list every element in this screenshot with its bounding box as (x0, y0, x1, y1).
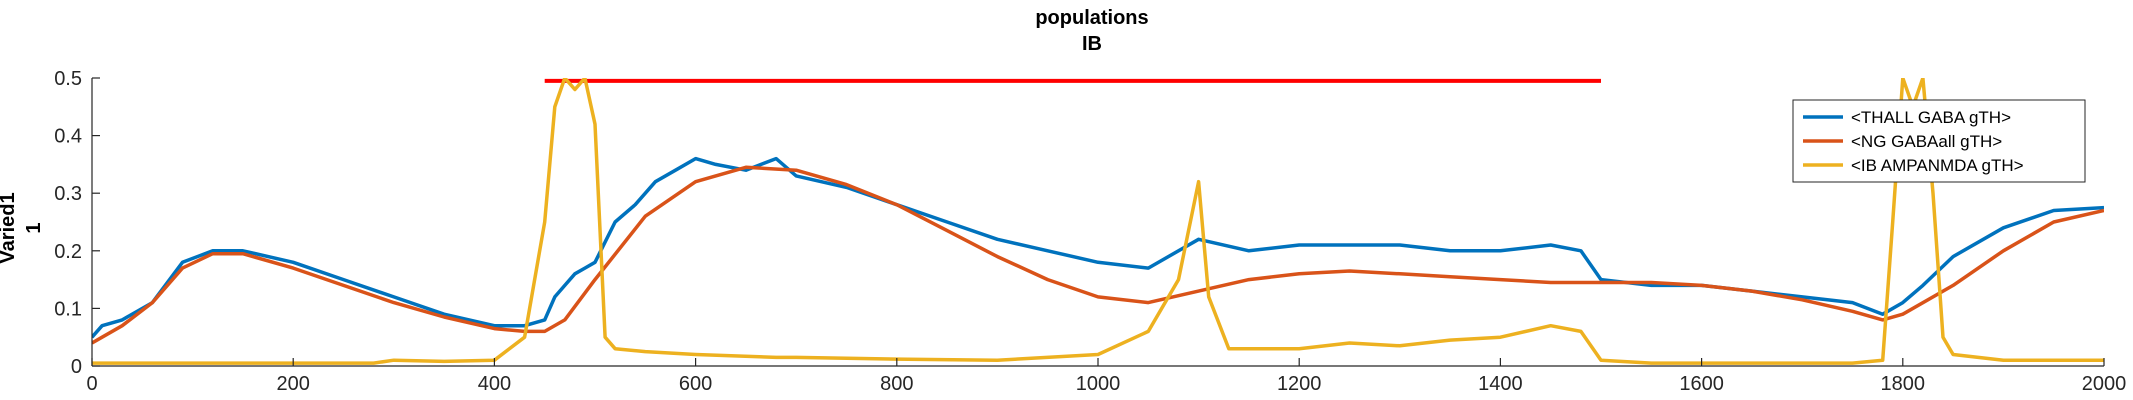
x-tick-label: 0 (86, 373, 97, 395)
y-tick-label: 0.3 (54, 183, 82, 205)
y-tick-label: 0.4 (54, 126, 82, 148)
plot-area: 0 200 400 600 800 1000 1200 1400 1600 1800 2000 0 0.… (54, 68, 2126, 395)
x-tick-label: 200 (277, 373, 310, 395)
series-line-3 (92, 78, 2104, 365)
series-group (92, 78, 2104, 365)
chart-subtitle: IB (1082, 33, 1102, 55)
x-tick-label: 2000 (2082, 373, 2127, 395)
y-axis-label-group: Varied1 1 (0, 192, 45, 263)
legend-label-2: <NG GABAall gTH> (1851, 132, 2002, 151)
y-tick-label: 0.5 (54, 68, 82, 90)
legend-label-1: <THALL GABA gTH> (1851, 108, 2011, 127)
x-tick-label: 1400 (1478, 373, 1523, 395)
y-tick-label: 0 (71, 356, 82, 378)
y-axis-label: Varied1 (0, 192, 19, 263)
x-tick-label: 600 (679, 373, 712, 395)
x-tick-label: 800 (880, 373, 913, 395)
x-tick-label: 1000 (1076, 373, 1121, 395)
y-tick-label: 0.2 (54, 241, 82, 263)
legend-label-3: <IB AMPANMDA gTH> (1851, 156, 2024, 175)
x-tick-label: 1600 (1679, 373, 1724, 395)
y-tick-label: 0.1 (54, 298, 82, 320)
x-tick-label: 1800 (1881, 373, 1926, 395)
series-line-2 (92, 165, 2104, 345)
chart-title: populations (1035, 7, 1148, 29)
legend: <THALL GABA gTH> <NG GABAall gTH> <IB AMPA… (1792, 99, 2086, 183)
x-tick-label: 1200 (1277, 373, 1322, 395)
y-axis-label-line2: 1 (23, 222, 45, 233)
x-tick-label: 400 (478, 373, 511, 395)
